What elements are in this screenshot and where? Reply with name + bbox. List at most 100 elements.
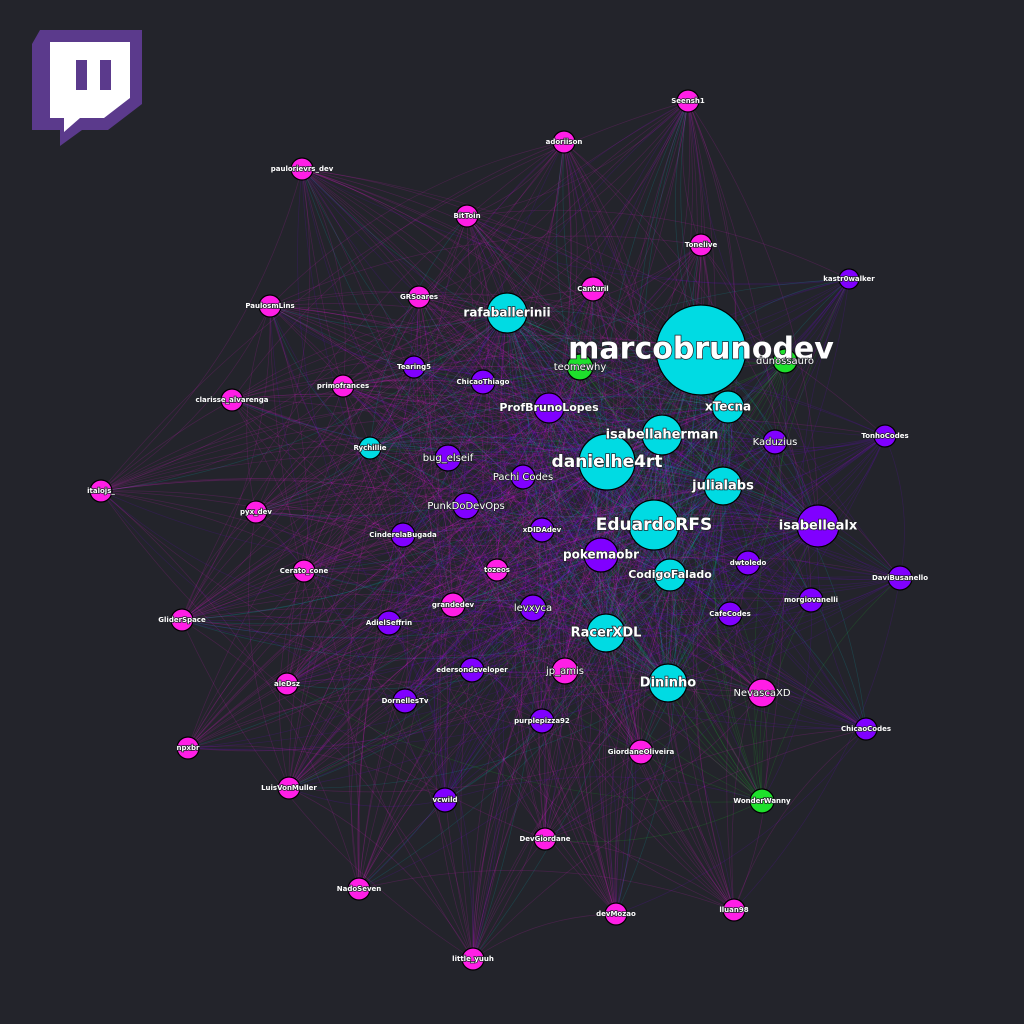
- edge: [496, 569, 617, 915]
- node-label: npxbr: [177, 744, 201, 752]
- edge: [301, 168, 671, 576]
- edge: [605, 599, 812, 637]
- edge: [548, 407, 629, 915]
- node: [533, 392, 565, 424]
- edge: [465, 505, 642, 753]
- edge: [255, 349, 702, 513]
- edge: [447, 457, 669, 684]
- node: [798, 587, 824, 613]
- edge: [482, 381, 669, 684]
- edge: [404, 366, 581, 702]
- node-label: jp_amis: [545, 666, 584, 677]
- edge: [187, 671, 669, 749]
- edge: [661, 434, 867, 730]
- edge: [342, 385, 608, 463]
- edge: [661, 434, 901, 579]
- edge: [187, 577, 901, 751]
- edge: [753, 278, 850, 802]
- edge: [700, 244, 812, 601]
- edge: [255, 312, 508, 513]
- edge: [544, 682, 669, 840]
- node: [440, 592, 466, 618]
- edge: [599, 554, 642, 753]
- node: [176, 736, 200, 760]
- edge: [471, 524, 655, 671]
- node: [583, 537, 619, 573]
- edge: [269, 305, 474, 960]
- edge: [452, 406, 729, 606]
- edge: [288, 787, 474, 960]
- edge: [231, 393, 724, 487]
- edge: [388, 611, 607, 634]
- edge: [452, 215, 490, 606]
- edge: [522, 288, 594, 478]
- edge: [413, 366, 581, 380]
- edge: [181, 619, 474, 960]
- edge: [722, 435, 886, 487]
- node: [653, 558, 687, 592]
- edge: [342, 312, 508, 387]
- edge: [187, 745, 446, 801]
- edge: [606, 461, 901, 579]
- edge: [288, 682, 669, 789]
- edge: [615, 574, 676, 915]
- node: [854, 717, 878, 741]
- edge: [255, 487, 655, 526]
- edge: [600, 554, 637, 915]
- edge: [231, 399, 617, 915]
- node: [89, 479, 113, 503]
- edge: [288, 366, 581, 789]
- edge: [466, 215, 602, 556]
- node: [580, 276, 606, 302]
- edge: [761, 599, 812, 802]
- edge: [544, 599, 812, 840]
- edge: [444, 349, 702, 801]
- edge: [100, 490, 602, 568]
- edge: [303, 100, 689, 572]
- edge: [579, 366, 819, 527]
- edge: [472, 525, 819, 960]
- edge: [288, 692, 763, 793]
- edge: [472, 434, 663, 960]
- edge: [506, 312, 886, 437]
- edge: [402, 312, 508, 536]
- edge: [466, 100, 689, 217]
- edge: [640, 525, 819, 753]
- node-label: CinderelaBugada: [369, 531, 437, 539]
- node-label: pokemaobr: [563, 548, 639, 562]
- edge: [465, 505, 669, 684]
- edge: [447, 428, 663, 459]
- edge: [506, 312, 724, 487]
- edge: [231, 399, 655, 526]
- edge: [544, 632, 607, 840]
- edge: [288, 349, 702, 789]
- edge: [447, 457, 642, 753]
- edge: [491, 312, 543, 722]
- edge: [536, 407, 617, 915]
- edge: [614, 682, 669, 915]
- edge: [100, 490, 390, 624]
- node-label: italojs_: [87, 487, 115, 495]
- edge: [301, 168, 602, 556]
- edge: [303, 457, 449, 572]
- edge: [636, 100, 689, 526]
- edge: [255, 511, 498, 572]
- edge: [667, 599, 812, 684]
- edge: [369, 312, 508, 449]
- edge: [187, 461, 608, 749]
- edge: [342, 288, 594, 387]
- edge: [288, 457, 449, 789]
- edge: [444, 574, 671, 801]
- edge: [472, 312, 541, 960]
- node: [552, 130, 576, 154]
- edge: [286, 654, 669, 685]
- edge: [402, 534, 731, 616]
- edge: [615, 525, 819, 915]
- edge: [255, 511, 534, 609]
- edge: [471, 407, 550, 671]
- edge: [269, 305, 763, 802]
- edge: [286, 627, 607, 685]
- edge: [640, 406, 729, 753]
- edge: [495, 312, 534, 609]
- edge: [301, 168, 534, 609]
